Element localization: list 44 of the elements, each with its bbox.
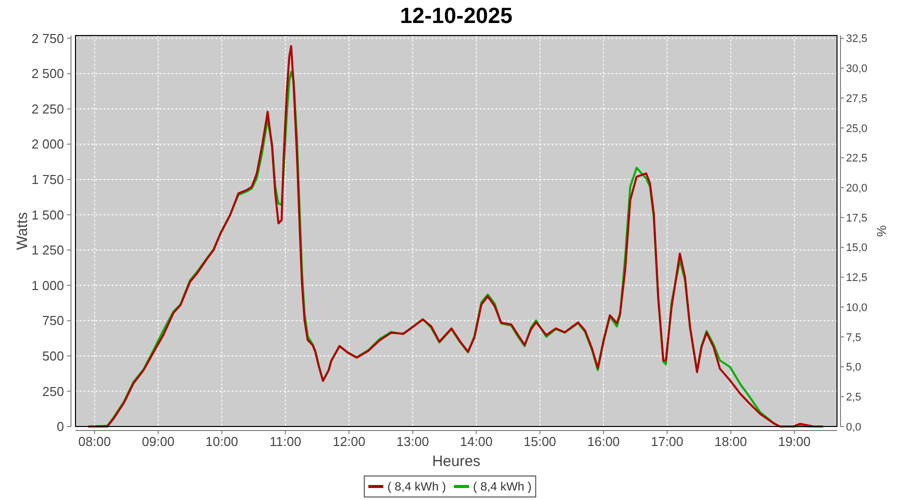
y2-tick-label: 32,5 [846, 33, 868, 46]
y-axis-title: Watts [14, 212, 31, 250]
y2-tick-label: 30,0 [846, 63, 868, 76]
y2-tick-label: 22,5 [846, 152, 868, 165]
x-tick-label: 12:00 [332, 434, 366, 449]
legend-label: ( 8,4 kWh ) [387, 480, 446, 494]
y2-tick-label: 7,5 [846, 332, 862, 344]
y-tick-label: 1 250 [31, 242, 64, 258]
x-tick-label: 16:00 [587, 434, 620, 449]
y-tick-label: 2 750 [31, 30, 64, 46]
y2-tick-label: 0,0 [846, 421, 862, 434]
y2-tick-label: 25,0 [846, 122, 868, 135]
y2-tick-label: 17,5 [846, 212, 868, 224]
y2-tick-label: 15,0 [846, 242, 868, 254]
y2-tick-label: 20,0 [846, 182, 868, 194]
x-axis-title: Heures [432, 453, 480, 470]
x-tick-label: 08:00 [78, 434, 111, 449]
x-tick-label: 15:00 [524, 434, 556, 449]
y-tick-label: 2 000 [31, 136, 64, 152]
y2-axis-title: % [874, 225, 889, 238]
chart-title: 12-10-2025 [400, 3, 513, 28]
y-tick-label: 1 500 [31, 207, 64, 222]
y-tick-label: 0 [56, 419, 64, 434]
y-tick-label: 1 750 [31, 172, 64, 188]
x-tick-label: 19:00 [778, 434, 811, 449]
y-tick-label: 2 250 [31, 101, 64, 116]
x-tick-label: 17:00 [650, 434, 684, 449]
x-tick-label: 14:00 [460, 434, 493, 449]
x-tick-label: 10:00 [206, 434, 238, 449]
y-tick-label: 750 [42, 313, 64, 328]
x-tick-label: 13:00 [396, 434, 429, 449]
x-tick-label: 09:00 [142, 434, 174, 449]
y2-tick-label: 5,0 [846, 362, 862, 374]
y2-tick-label: 2,5 [846, 391, 862, 404]
legend-label: ( 8,4 kWh ) [473, 480, 532, 494]
y-tick-label: 1 000 [31, 278, 64, 293]
y2-tick-label: 12,5 [846, 272, 868, 284]
y2-tick-label: 27,5 [846, 92, 868, 105]
y-tick-label: 2 500 [31, 66, 64, 82]
y2-tick-label: 10,0 [846, 302, 868, 314]
y-tick-label: 500 [42, 348, 64, 364]
x-tick-label: 11:00 [270, 434, 302, 449]
y-tick-label: 250 [42, 384, 64, 399]
x-tick-label: 18:00 [714, 434, 748, 449]
